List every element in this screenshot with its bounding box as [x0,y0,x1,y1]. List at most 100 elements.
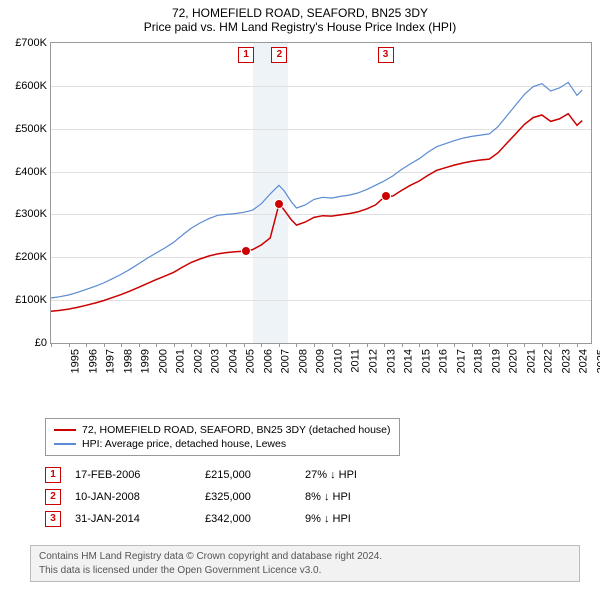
chart-container: 72, HOMEFIELD ROAD, SEAFORD, BN25 3DY Pr… [0,0,600,590]
x-tick [332,343,333,347]
x-axis-label: 2021 [525,349,537,373]
x-axis-label: 2009 [315,349,327,373]
legend-label: 72, HOMEFIELD ROAD, SEAFORD, BN25 3DY (d… [82,424,391,436]
footer-attribution: Contains HM Land Registry data © Crown c… [30,545,580,582]
x-axis-label: 2013 [385,349,397,373]
plot-area: £0£100K£200K£300K£400K£500K£600K£700K199… [50,42,592,344]
x-axis-label: 1998 [122,349,134,373]
x-axis-label: 2020 [508,349,520,373]
x-axis-label: 2001 [175,349,187,373]
gridline [51,86,591,87]
gridline [51,257,591,258]
x-tick [86,343,87,347]
y-axis-label: £100K [3,294,47,306]
transaction-price: £325,000 [205,491,305,503]
transaction-delta: 27% ↓ HPI [305,469,425,481]
x-tick [51,343,52,347]
chart-title: 72, HOMEFIELD ROAD, SEAFORD, BN25 3DY [0,0,600,20]
transaction-marker: 3 [378,47,394,63]
transaction-number-box: 2 [45,489,61,505]
x-tick [244,343,245,347]
transaction-dot [241,246,251,256]
x-tick [384,343,385,347]
x-tick [226,343,227,347]
highlight-band [253,43,288,343]
transaction-price: £342,000 [205,513,305,525]
transaction-date: 31-JAN-2014 [75,513,205,525]
x-tick [367,343,368,347]
x-tick [577,343,578,347]
y-axis-label: £200K [3,251,47,263]
x-tick [261,343,262,347]
legend-item: HPI: Average price, detached house, Lewe… [54,437,391,451]
x-axis-label: 2004 [227,349,239,373]
x-axis-label: 2002 [192,349,204,373]
x-tick [542,343,543,347]
x-axis-label: 2022 [543,349,555,373]
x-axis-label: 2008 [297,349,309,373]
y-axis-label: £500K [3,123,47,135]
x-axis-label: 1996 [87,349,99,373]
x-axis-label: 2016 [438,349,450,373]
x-axis-label: 2012 [368,349,380,373]
legend-swatch [54,429,76,431]
x-tick [472,343,473,347]
x-axis-label: 1997 [105,349,117,373]
footer-line: This data is licensed under the Open Gov… [39,564,571,578]
footer-line: Contains HM Land Registry data © Crown c… [39,550,571,564]
y-axis-label: £400K [3,166,47,178]
gridline [51,129,591,130]
x-tick [559,343,560,347]
x-axis-label: 2003 [210,349,222,373]
legend: 72, HOMEFIELD ROAD, SEAFORD, BN25 3DY (d… [45,418,400,456]
x-axis-label: 2006 [262,349,274,373]
series-hpi [51,82,582,298]
gridline [51,300,591,301]
x-tick [174,343,175,347]
legend-item: 72, HOMEFIELD ROAD, SEAFORD, BN25 3DY (d… [54,423,391,437]
transaction-table: 1 17-FEB-2006£215,00027% ↓ HPI 210-JAN-200… [45,464,425,530]
x-tick [139,343,140,347]
x-tick [279,343,280,347]
transaction-number-box: 1 [45,467,61,483]
legend-swatch [54,443,76,445]
x-axis-label: 2000 [157,349,169,373]
x-tick [437,343,438,347]
transaction-date: 17-FEB-2006 [75,469,205,481]
x-tick [209,343,210,347]
x-tick [454,343,455,347]
x-tick [156,343,157,347]
x-axis-label: 2005 [245,349,257,373]
series-svg [51,43,591,343]
legend-label: HPI: Average price, detached house, Lewe… [82,438,286,450]
transaction-dot [381,191,391,201]
transaction-number-box: 3 [45,511,61,527]
y-axis-label: £0 [3,337,47,349]
x-axis-label: 2007 [280,349,292,373]
chart-subtitle: Price paid vs. HM Land Registry's House … [0,20,600,38]
transaction-price: £215,000 [205,469,305,481]
transaction-delta: 9% ↓ HPI [305,513,425,525]
y-axis-label: £700K [3,37,47,49]
y-axis-label: £300K [3,208,47,220]
gridline [51,172,591,173]
x-tick [296,343,297,347]
gridline [51,214,591,215]
transaction-marker: 2 [271,47,287,63]
x-tick [104,343,105,347]
x-axis-label: 2025 [595,349,600,373]
x-axis-label: 1999 [140,349,152,373]
x-axis-label: 2018 [473,349,485,373]
x-axis-label: 2019 [490,349,502,373]
x-axis-label: 2017 [455,349,467,373]
transaction-dot [274,199,284,209]
x-axis-label: 2024 [578,349,590,373]
x-tick [524,343,525,347]
transaction-delta: 8% ↓ HPI [305,491,425,503]
x-axis-label: 2015 [420,349,432,373]
table-row: 210-JAN-2008£325,0008% ↓ HPI [45,486,425,508]
x-tick [69,343,70,347]
x-axis-label: 2014 [403,349,415,373]
x-axis-label: 1995 [69,349,81,373]
x-tick [191,343,192,347]
